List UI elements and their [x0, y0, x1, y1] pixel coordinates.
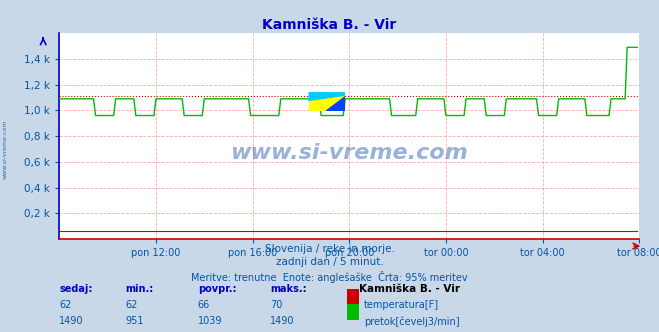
Text: 1490: 1490 [270, 316, 295, 326]
Text: www.si-vreme.com: www.si-vreme.com [3, 120, 8, 179]
Text: maks.:: maks.: [270, 284, 307, 294]
Polygon shape [308, 92, 329, 101]
Bar [308, 92, 345, 112]
Polygon shape [325, 96, 345, 112]
Text: 62: 62 [125, 300, 138, 310]
Text: Kamniška B. - Vir: Kamniška B. - Vir [262, 18, 397, 32]
Text: sedaj:: sedaj: [59, 284, 93, 294]
Text: 1039: 1039 [198, 316, 222, 326]
Text: temperatura[F]: temperatura[F] [364, 300, 439, 310]
Text: zadnji dan / 5 minut.: zadnji dan / 5 minut. [275, 257, 384, 267]
Text: pretok[čevelj3/min]: pretok[čevelj3/min] [364, 316, 459, 327]
Text: 70: 70 [270, 300, 283, 310]
Text: 62: 62 [59, 300, 72, 310]
Text: www.si-vreme.com: www.si-vreme.com [231, 142, 468, 163]
Text: povpr.:: povpr.: [198, 284, 236, 294]
Polygon shape [308, 92, 345, 101]
Text: Kamniška B. - Vir: Kamniška B. - Vir [359, 284, 460, 294]
Text: 1490: 1490 [59, 316, 84, 326]
Text: min.:: min.: [125, 284, 154, 294]
Text: 66: 66 [198, 300, 210, 310]
Text: Meritve: trenutne  Enote: anglešaške  Črta: 95% meritev: Meritve: trenutne Enote: anglešaške Črta… [191, 271, 468, 283]
Text: 951: 951 [125, 316, 144, 326]
Text: Slovenija / reke in morje.: Slovenija / reke in morje. [264, 244, 395, 254]
